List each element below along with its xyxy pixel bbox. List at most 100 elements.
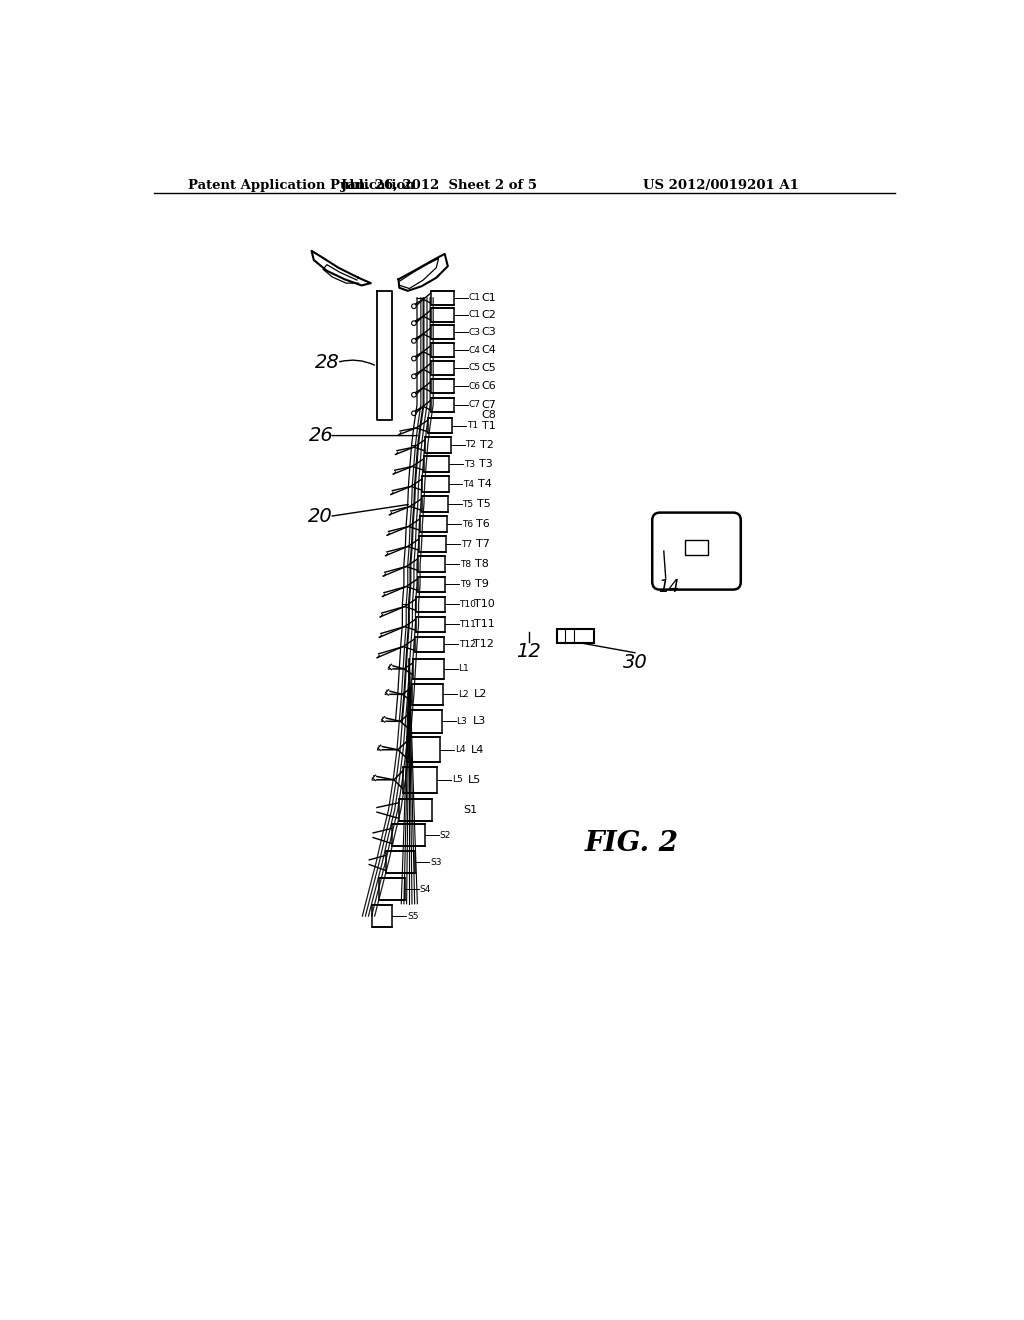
Bar (419, 536, 446, 552)
Text: US 2012/0019201 A1: US 2012/0019201 A1 (643, 180, 799, 193)
Text: 26: 26 (309, 426, 334, 445)
FancyBboxPatch shape (652, 512, 740, 590)
Text: S1: S1 (463, 805, 477, 814)
Circle shape (412, 411, 416, 416)
Polygon shape (377, 290, 392, 420)
Bar (685, 540, 708, 554)
Text: T3: T3 (478, 459, 493, 469)
Text: C1: C1 (469, 293, 480, 302)
Bar (431, 379, 454, 393)
Bar (418, 557, 445, 572)
Text: T5: T5 (463, 500, 473, 508)
Bar (413, 659, 444, 678)
Text: C3: C3 (469, 327, 480, 337)
Bar (412, 684, 443, 705)
Text: T1: T1 (481, 421, 496, 430)
Text: C8: C8 (481, 409, 496, 420)
Bar (431, 308, 454, 322)
Bar (422, 496, 447, 512)
Text: T8: T8 (475, 560, 488, 569)
Polygon shape (378, 744, 381, 751)
Circle shape (412, 374, 416, 379)
Circle shape (412, 392, 416, 397)
Text: T6: T6 (462, 520, 473, 528)
Text: S3: S3 (430, 858, 441, 867)
Polygon shape (382, 717, 385, 722)
Bar (425, 437, 451, 453)
Circle shape (412, 304, 416, 309)
Text: C6: C6 (469, 381, 480, 391)
Text: C2: C2 (481, 310, 496, 319)
Polygon shape (373, 775, 376, 780)
Polygon shape (398, 253, 447, 290)
Text: C3: C3 (481, 327, 496, 338)
Bar (422, 477, 449, 492)
Bar (431, 360, 454, 375)
Bar (431, 343, 454, 358)
Polygon shape (385, 689, 388, 696)
Text: 12: 12 (515, 642, 541, 661)
Text: FIG. 2: FIG. 2 (585, 830, 679, 857)
Bar (557, 628, 594, 643)
Text: L2: L2 (458, 690, 468, 698)
Polygon shape (311, 251, 371, 285)
Text: L1: L1 (459, 664, 469, 673)
Circle shape (412, 339, 416, 343)
Text: T12: T12 (459, 640, 475, 648)
Text: T9: T9 (475, 579, 488, 589)
Text: L3: L3 (457, 717, 467, 726)
Text: L4: L4 (471, 744, 484, 755)
Text: T3: T3 (464, 459, 475, 469)
Circle shape (412, 356, 416, 360)
Text: T11: T11 (460, 620, 476, 628)
Text: L2: L2 (474, 689, 487, 700)
Circle shape (412, 321, 416, 326)
Text: C4: C4 (469, 346, 480, 355)
Bar (379, 878, 404, 900)
Text: C5: C5 (481, 363, 496, 372)
Bar (407, 738, 440, 762)
Text: L4: L4 (455, 746, 465, 754)
Text: C1: C1 (469, 310, 480, 319)
Text: 14: 14 (658, 578, 679, 597)
Bar (415, 636, 444, 652)
Text: T7: T7 (475, 539, 489, 549)
Text: T9: T9 (460, 579, 471, 589)
Text: T2: T2 (466, 441, 476, 449)
Text: Jan. 26, 2012  Sheet 2 of 5: Jan. 26, 2012 Sheet 2 of 5 (341, 180, 537, 193)
Text: T4: T4 (478, 479, 492, 490)
Text: L3: L3 (472, 717, 485, 726)
Text: C7: C7 (481, 400, 496, 409)
Text: 30: 30 (624, 653, 648, 672)
Bar (403, 767, 437, 793)
Bar (416, 616, 444, 632)
Text: S2: S2 (439, 830, 451, 840)
Text: C4: C4 (481, 345, 496, 355)
Bar (386, 851, 416, 873)
Polygon shape (388, 664, 391, 669)
Bar (373, 906, 392, 927)
Text: S5: S5 (407, 912, 419, 920)
Text: T1: T1 (467, 421, 478, 430)
Text: T10: T10 (460, 599, 476, 609)
Text: T6: T6 (476, 519, 490, 529)
Text: T7: T7 (461, 540, 472, 549)
Bar (416, 597, 444, 612)
Bar (420, 516, 447, 532)
Text: C6: C6 (481, 381, 496, 391)
Text: T10: T10 (474, 599, 495, 610)
Text: C1: C1 (481, 293, 496, 302)
Bar (424, 457, 450, 471)
Text: S4: S4 (419, 884, 431, 894)
Text: C5: C5 (469, 363, 480, 372)
Bar (410, 710, 441, 733)
Text: 28: 28 (315, 352, 340, 372)
Bar (398, 799, 432, 821)
Text: L5: L5 (468, 775, 481, 785)
Text: T12: T12 (473, 639, 495, 649)
Bar (431, 290, 454, 305)
Text: T5: T5 (477, 499, 490, 510)
Bar (428, 418, 453, 433)
Text: Patent Application Publication: Patent Application Publication (188, 180, 415, 193)
Text: T11: T11 (474, 619, 495, 630)
